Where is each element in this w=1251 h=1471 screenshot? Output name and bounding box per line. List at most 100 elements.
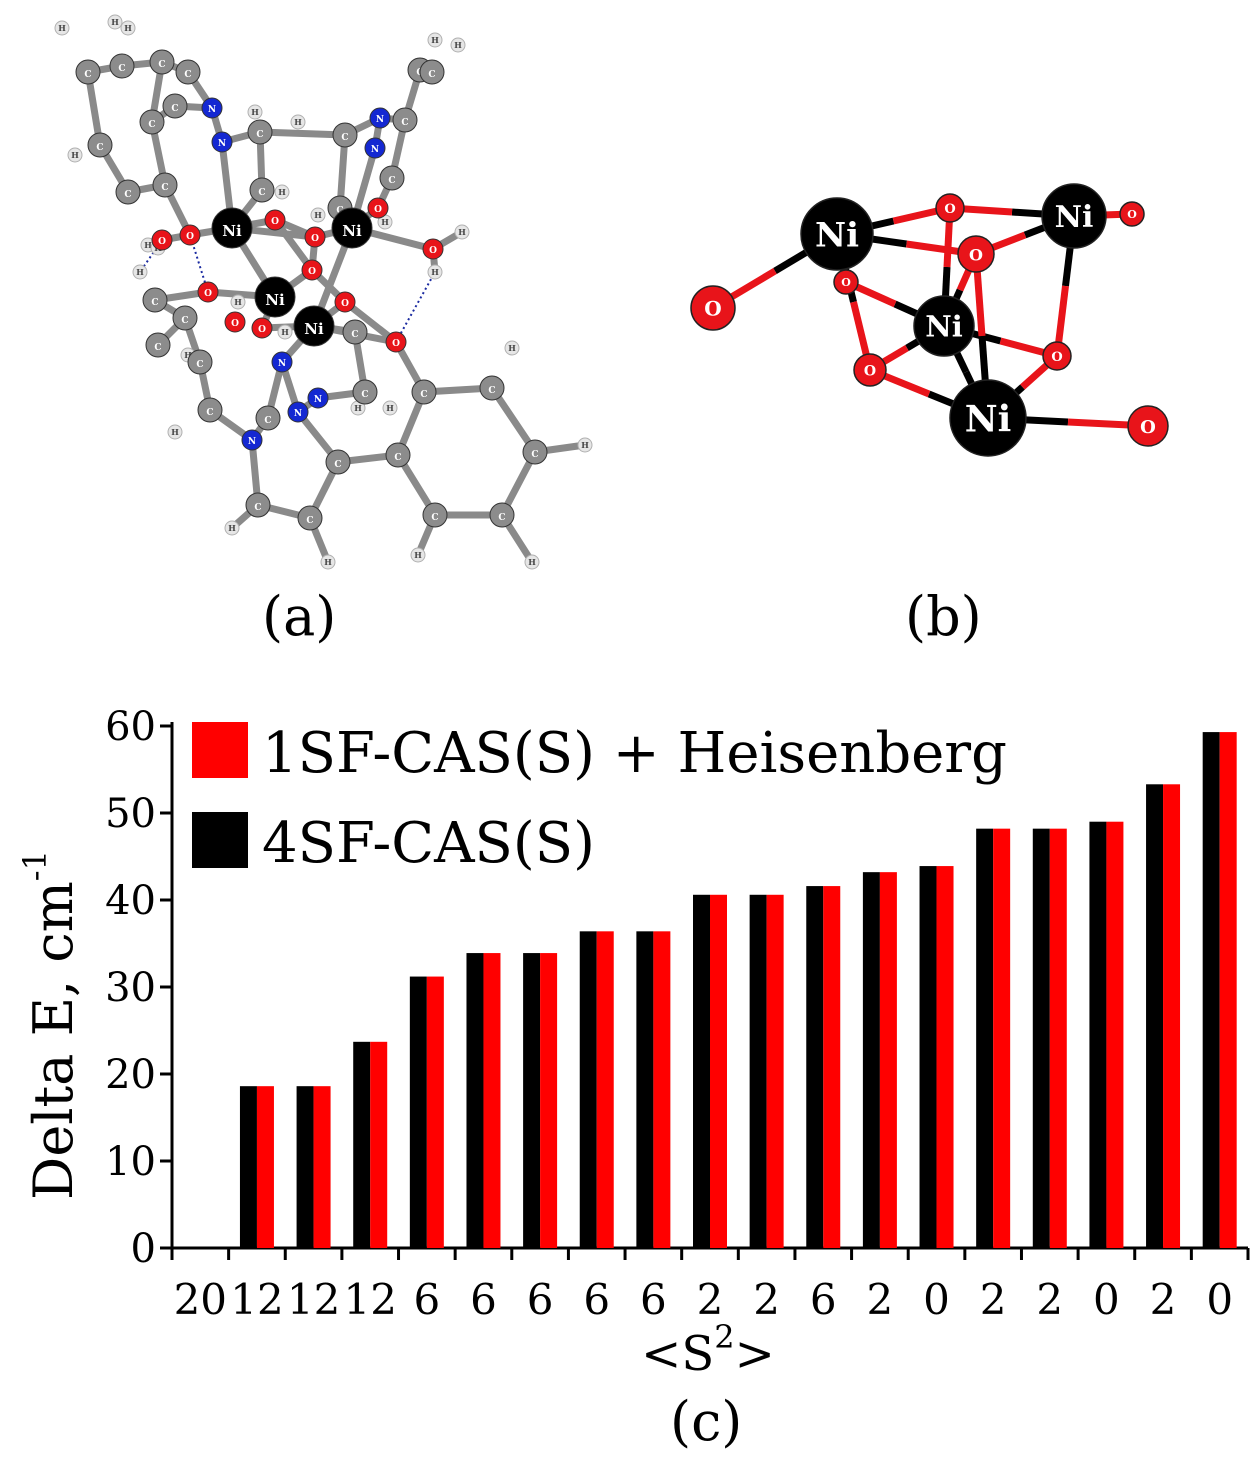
atom-label: H bbox=[71, 150, 79, 160]
bar-4sf bbox=[523, 953, 541, 1248]
y-tick-label: 0 bbox=[131, 1226, 156, 1272]
atom-o bbox=[251, 317, 273, 339]
atom-n bbox=[271, 351, 293, 373]
atom-h bbox=[320, 554, 336, 570]
x-tick-label: 12 bbox=[343, 1275, 396, 1324]
atom-label: Ni bbox=[925, 310, 963, 344]
atom-c bbox=[109, 53, 135, 79]
atom-h bbox=[524, 554, 540, 570]
atom-label: H bbox=[136, 267, 144, 277]
bar-1sf-heisenberg bbox=[426, 976, 444, 1248]
bar-1sf-heisenberg bbox=[993, 828, 1011, 1248]
atom-label: C bbox=[118, 64, 125, 74]
atom-label: H bbox=[314, 210, 322, 220]
atom-label: N bbox=[278, 359, 286, 369]
atom-n bbox=[369, 107, 391, 129]
oxygen-atom bbox=[1119, 201, 1145, 227]
atom-label: H bbox=[144, 240, 152, 250]
atom-label: C bbox=[428, 70, 435, 80]
x-tick-label: 20 bbox=[174, 1275, 227, 1324]
atom-h bbox=[382, 400, 398, 416]
atom-label: O bbox=[1051, 350, 1062, 365]
atom-c bbox=[247, 119, 273, 145]
atom-c bbox=[245, 492, 271, 518]
y-tick-label: 20 bbox=[105, 1052, 156, 1098]
oxygen-atom bbox=[957, 235, 995, 273]
x-tick-label: 2 bbox=[980, 1275, 1007, 1324]
y-axis-label: Delta E, cm-1 bbox=[16, 850, 85, 1200]
atom-label: C bbox=[361, 390, 368, 400]
atom-c bbox=[75, 59, 101, 85]
x-axis-label-end: > bbox=[735, 1326, 775, 1382]
legend-swatch bbox=[192, 812, 248, 868]
atom-label: H bbox=[228, 523, 236, 533]
atom-label: C bbox=[394, 453, 401, 463]
nickel-atom bbox=[949, 379, 1027, 457]
atom-label: O bbox=[944, 202, 955, 217]
y-tick-label: 30 bbox=[105, 965, 156, 1011]
atom-label: C bbox=[181, 316, 188, 326]
atom-label: Ni bbox=[1055, 200, 1094, 235]
atom-label: C bbox=[206, 408, 213, 418]
atom-label: O bbox=[158, 237, 166, 247]
atom-label: O bbox=[969, 245, 983, 264]
atom-label: H bbox=[414, 550, 422, 560]
legend-label: 1SF-CAS(S) + Heisenberg bbox=[262, 721, 1007, 786]
atom-ni bbox=[331, 207, 373, 249]
atom-label: O bbox=[864, 364, 876, 380]
atom-o bbox=[422, 238, 444, 260]
bond bbox=[341, 298, 400, 346]
atom-label: C bbox=[401, 118, 408, 128]
atom-n bbox=[364, 137, 386, 159]
atom-label: H bbox=[454, 40, 462, 50]
atom-c bbox=[297, 505, 323, 531]
atom-c bbox=[149, 49, 175, 75]
atom-label: C bbox=[488, 386, 495, 396]
oxygen-atom bbox=[935, 193, 965, 223]
x-tick-label: 6 bbox=[640, 1275, 667, 1324]
atom-c bbox=[187, 349, 213, 375]
atom-label: C bbox=[124, 190, 131, 200]
atom-o bbox=[301, 259, 323, 281]
x-axis-label: <S2> bbox=[641, 1318, 775, 1382]
atom-o bbox=[179, 224, 201, 246]
x-tick-label: 2 bbox=[697, 1275, 724, 1324]
atom-label: H bbox=[354, 403, 362, 413]
bar-1sf-heisenberg bbox=[1219, 732, 1237, 1248]
nickel-atom bbox=[1041, 183, 1107, 249]
atom-h bbox=[120, 20, 136, 36]
atom-label: Ni bbox=[342, 222, 362, 240]
atom-n bbox=[201, 97, 223, 119]
atom-label: O bbox=[311, 234, 319, 244]
atom-c bbox=[392, 107, 418, 133]
atom-label: O bbox=[341, 299, 349, 309]
atom-ni bbox=[293, 305, 335, 347]
atom-label: Ni bbox=[815, 216, 859, 256]
oxygen-atom bbox=[1042, 341, 1072, 371]
x-tick-label: 6 bbox=[413, 1275, 440, 1324]
atom-label: H bbox=[581, 440, 589, 450]
atom-label: H bbox=[431, 267, 439, 277]
atom-label: C bbox=[531, 450, 538, 460]
atom-label: O bbox=[186, 232, 194, 242]
atom-label: C bbox=[154, 343, 161, 353]
legend-swatch bbox=[192, 722, 248, 778]
bar-1sf-heisenberg bbox=[1106, 821, 1124, 1248]
atom-label: N bbox=[208, 105, 216, 115]
atom-label: H bbox=[508, 343, 516, 353]
atom-label: O bbox=[231, 319, 239, 329]
hydrogen-bond bbox=[395, 271, 436, 343]
atom-label: O bbox=[258, 325, 266, 335]
atom-label: C bbox=[196, 360, 203, 370]
atom-n bbox=[211, 131, 233, 153]
atom-c bbox=[87, 132, 113, 158]
chart-legend: 1SF-CAS(S) + Heisenberg 4SF-CAS(S) bbox=[192, 721, 1007, 876]
y-axis-label-superscript: -1 bbox=[16, 850, 54, 881]
x-axis-label-superscript: 2 bbox=[714, 1318, 734, 1356]
atom-label: H bbox=[58, 23, 66, 33]
atom-h bbox=[167, 424, 183, 440]
atom-label: O bbox=[1140, 417, 1156, 438]
atom-label: C bbox=[151, 298, 158, 308]
bar-4sf bbox=[466, 953, 484, 1248]
